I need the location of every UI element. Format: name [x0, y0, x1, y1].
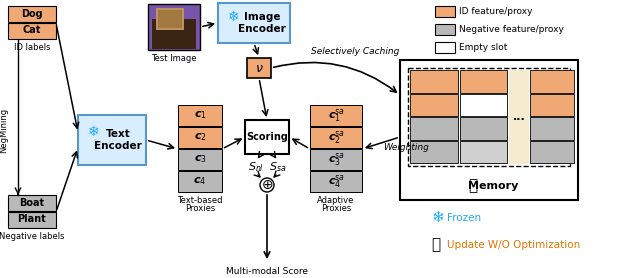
Text: $S_{nl}$: $S_{nl}$	[248, 160, 264, 174]
Bar	[78, 115, 146, 165]
Text: Frozen: Frozen	[447, 213, 481, 223]
Bar	[178, 171, 222, 192]
Bar	[8, 23, 56, 39]
Bar	[460, 93, 508, 116]
Text: ID labels: ID labels	[13, 43, 51, 52]
Bar	[410, 93, 458, 116]
Bar	[530, 140, 574, 163]
Text: Test Image: Test Image	[151, 54, 196, 63]
Bar	[8, 6, 56, 22]
Bar	[310, 171, 362, 192]
Bar	[178, 127, 222, 148]
Text: $\nu$: $\nu$	[255, 61, 263, 75]
Bar	[410, 70, 458, 93]
Text: Boat: Boat	[19, 198, 45, 208]
Bar	[435, 24, 455, 35]
Bar	[460, 140, 508, 163]
Text: ID feature/proxy: ID feature/proxy	[459, 7, 532, 16]
Text: Update W/O Optimization: Update W/O Optimization	[447, 240, 580, 250]
Text: Image
Encoder: Image Encoder	[238, 12, 286, 34]
Text: Negative feature/proxy: Negative feature/proxy	[459, 25, 564, 34]
Bar	[310, 127, 362, 148]
Bar	[152, 19, 196, 49]
Text: 🔥: 🔥	[431, 237, 440, 252]
Text: NegMining: NegMining	[0, 107, 8, 153]
Text: Negative labels: Negative labels	[0, 232, 65, 241]
Text: ❄: ❄	[228, 10, 240, 24]
Bar	[400, 60, 578, 200]
Text: $\boldsymbol{c}_4^{sa}$: $\boldsymbol{c}_4^{sa}$	[328, 173, 344, 190]
Bar	[408, 68, 570, 166]
Text: Selectively Caching: Selectively Caching	[311, 48, 399, 56]
Text: $\boldsymbol{c}_1^{sa}$: $\boldsymbol{c}_1^{sa}$	[328, 107, 344, 124]
Bar	[509, 70, 529, 164]
Text: $\oplus$: $\oplus$	[261, 178, 273, 192]
Text: Weighting: Weighting	[383, 143, 429, 153]
Text: Text
Encoder: Text Encoder	[94, 129, 142, 151]
Bar	[148, 4, 200, 50]
Bar	[8, 212, 56, 228]
Text: $\boldsymbol{c}_4$: $\boldsymbol{c}_4$	[193, 176, 207, 187]
Text: Adaptive: Adaptive	[317, 196, 355, 205]
Bar	[435, 42, 455, 53]
Text: Empty slot: Empty slot	[459, 43, 508, 52]
Text: Plant: Plant	[18, 214, 46, 224]
Bar	[460, 70, 508, 93]
Text: ...: ...	[513, 112, 525, 122]
Text: Dog: Dog	[21, 9, 43, 19]
Bar	[435, 6, 455, 17]
Bar	[530, 93, 574, 116]
Bar	[156, 8, 184, 30]
Bar	[460, 117, 508, 140]
Text: ❄: ❄	[432, 210, 445, 225]
Text: Proxies: Proxies	[321, 204, 351, 213]
Text: Memory: Memory	[468, 181, 518, 191]
Bar	[178, 149, 222, 170]
Bar	[310, 105, 362, 126]
Bar	[158, 10, 182, 28]
Bar	[410, 140, 458, 163]
Circle shape	[260, 178, 274, 192]
Bar	[530, 70, 574, 93]
Text: $\boldsymbol{c}_2$: $\boldsymbol{c}_2$	[193, 131, 207, 143]
Text: ❄: ❄	[88, 125, 100, 139]
Bar	[218, 3, 290, 43]
Bar	[310, 149, 362, 170]
Text: $\boldsymbol{c}_3$: $\boldsymbol{c}_3$	[193, 154, 207, 165]
Text: Cat: Cat	[23, 25, 41, 35]
Text: Text-based: Text-based	[177, 196, 223, 205]
Bar	[178, 105, 222, 126]
Bar	[247, 58, 271, 78]
Text: Proxies: Proxies	[185, 204, 215, 213]
Text: $\boldsymbol{c}_1$: $\boldsymbol{c}_1$	[193, 110, 207, 121]
Text: 🔥: 🔥	[468, 178, 477, 193]
Text: Multi-modal Score: Multi-modal Score	[226, 267, 308, 276]
Bar	[8, 195, 56, 211]
Text: Scoring: Scoring	[246, 132, 288, 142]
Bar	[530, 117, 574, 140]
Bar	[245, 120, 289, 154]
Text: $S_{sa}$: $S_{sa}$	[269, 160, 287, 174]
Text: $\boldsymbol{c}_3^{sa}$: $\boldsymbol{c}_3^{sa}$	[328, 151, 344, 168]
Bar	[410, 117, 458, 140]
Text: $\boldsymbol{c}_2^{sa}$: $\boldsymbol{c}_2^{sa}$	[328, 129, 344, 146]
